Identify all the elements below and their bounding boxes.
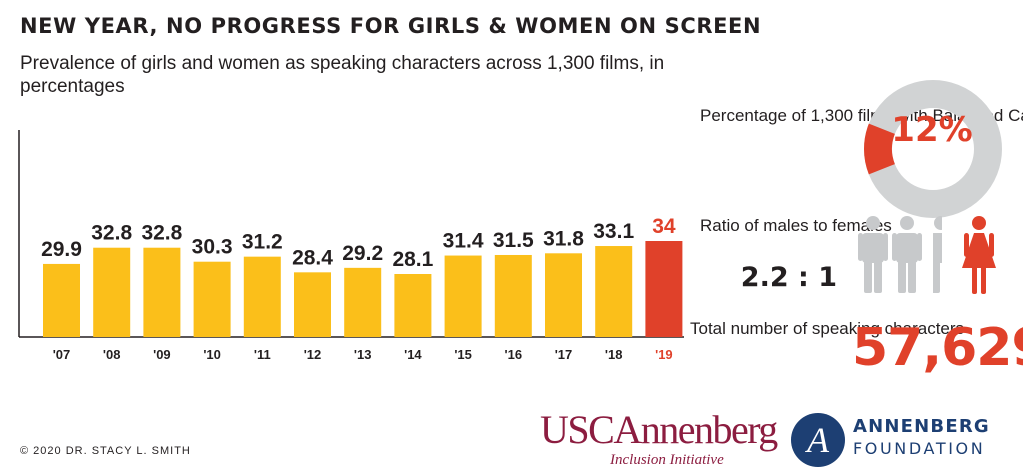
bar-chart: 29.9 32.8 32.8 30.3 31.2 28.4 29.2 28.1 31.4 31.5… bbox=[18, 130, 684, 362]
chart-title: NEW YEAR, NO PROGRESS FOR GIRLS & WOMEN … bbox=[20, 14, 762, 38]
ratio-value: 2.2 : 1 bbox=[740, 262, 837, 293]
male-icon bbox=[858, 216, 888, 293]
bar-08 bbox=[93, 247, 131, 337]
chart-subtitle: Prevalence of girls and women as speakin… bbox=[20, 53, 665, 97]
x-tick-label: '15 bbox=[454, 347, 472, 362]
tick-labels-group: '07 '08 '09 '10 '11 '12 '13 '14 '15 '16 '17 '18 '19 bbox=[53, 347, 673, 362]
bar-value-label: 29.9 bbox=[41, 238, 82, 261]
bar-value-label: 32.8 bbox=[91, 222, 132, 245]
bar-17 bbox=[545, 253, 582, 337]
value-labels-group: 29.9 32.8 32.8 30.3 31.2 28.4 29.2 28.1 31.4 31.5… bbox=[41, 215, 676, 271]
x-tick-label: '08 bbox=[103, 347, 121, 362]
ratio-pictogram bbox=[858, 216, 996, 294]
emblem-letter: A bbox=[805, 420, 830, 460]
copyright-text: © 2020 DR. STACY L. SMITH bbox=[20, 445, 191, 457]
bar-value-label: 29.2 bbox=[342, 242, 383, 265]
bars-group bbox=[43, 241, 683, 337]
x-tick-label: '16 bbox=[505, 347, 523, 362]
bar-value-label: 31.8 bbox=[543, 227, 584, 250]
bar-19 bbox=[645, 241, 683, 337]
bar-value-label: 33.1 bbox=[593, 220, 634, 243]
usc-logo-subtitle: Inclusion Initiative bbox=[610, 452, 724, 468]
bar-14 bbox=[394, 274, 432, 337]
male-icon bbox=[892, 216, 922, 293]
x-tick-label: '17 bbox=[555, 347, 573, 362]
bar-11 bbox=[243, 256, 281, 337]
bar-09 bbox=[143, 247, 181, 337]
annenberg-foundation-emblem: A bbox=[791, 413, 845, 467]
balanced-casts-value: 12% bbox=[891, 110, 973, 150]
x-tick-label: '14 bbox=[404, 347, 422, 362]
x-tick-label: '13 bbox=[354, 347, 372, 362]
bar-value-label: 31.2 bbox=[242, 231, 283, 254]
balanced-casts-donut bbox=[864, 80, 1002, 218]
bar-18 bbox=[595, 246, 633, 337]
donut-share-arc bbox=[864, 123, 896, 175]
annenberg-foundation-logo: ANNENBERG FOUNDATION bbox=[853, 416, 990, 460]
total-characters-label: Total number of speaking characters bbox=[690, 319, 965, 338]
ratio-label: Ratio of males to females bbox=[700, 216, 892, 235]
bar-15 bbox=[444, 255, 482, 337]
foundation-name-line2: FOUNDATION bbox=[853, 439, 986, 458]
bar-value-label: 34 bbox=[652, 215, 676, 238]
bar-10 bbox=[193, 261, 231, 337]
bar-value-label: 31.5 bbox=[493, 229, 534, 252]
x-tick-label: '09 bbox=[153, 347, 171, 362]
bar-value-label: 28.4 bbox=[292, 246, 333, 269]
usc-logo-wordmark: USCAnnenberg bbox=[540, 407, 778, 452]
male-icon-partial bbox=[933, 216, 942, 293]
bar-13 bbox=[344, 267, 382, 337]
x-tick-label: '18 bbox=[605, 347, 623, 362]
usc-annenberg-logo: USCAnnenberg Inclusion Initiative bbox=[540, 407, 778, 469]
foundation-name-line1: ANNENBERG bbox=[853, 416, 990, 437]
total-characters-value: 57,629 bbox=[852, 318, 1023, 378]
bar-value-label: 30.3 bbox=[192, 236, 233, 259]
bar-value-label: 28.1 bbox=[392, 248, 433, 271]
bar-value-label: 31.4 bbox=[443, 230, 484, 253]
bar-16 bbox=[494, 254, 532, 337]
x-tick-label: '19 bbox=[655, 347, 673, 362]
x-tick-label: '11 bbox=[254, 347, 271, 362]
female-icon bbox=[962, 216, 996, 294]
balanced-casts-label: Percentage of 1,300 films with Balanced … bbox=[700, 106, 1023, 125]
x-tick-label: '12 bbox=[304, 347, 322, 362]
bar-value-label: 32.8 bbox=[141, 222, 182, 245]
x-tick-label: '07 bbox=[53, 347, 71, 362]
x-tick-label: '10 bbox=[203, 347, 221, 362]
bar-12 bbox=[294, 272, 331, 337]
bar-07 bbox=[43, 263, 80, 337]
